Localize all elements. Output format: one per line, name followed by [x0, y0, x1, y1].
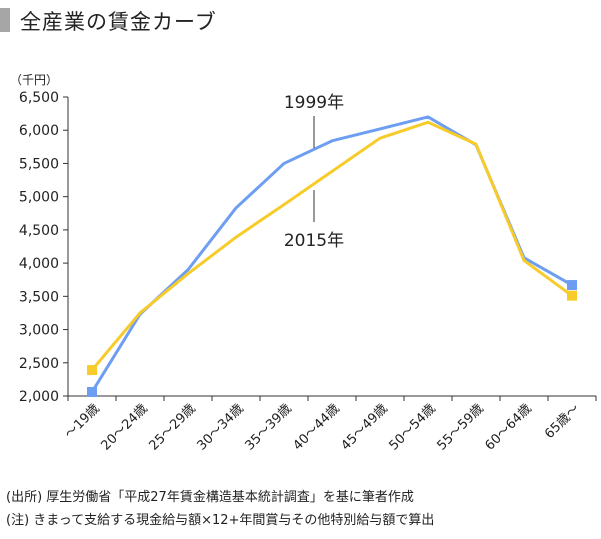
y-tick-label: 6,000 [19, 123, 59, 139]
x-tick-label: 50〜54歳 [386, 401, 438, 453]
source-note: (出所) 厚生労働省「平成27年賃金構造基本統計調査」を基に筆者作成 [6, 490, 414, 505]
chart-title: 全産業の賃金カーブ [20, 10, 217, 34]
series-line-0 [90, 115, 573, 393]
series-lines [87, 115, 577, 398]
series-0-endpoint-marker [567, 280, 577, 291]
y-tick-label: 4,500 [19, 223, 59, 239]
y-tick-label: 5,500 [19, 156, 59, 172]
series-label-1999: 1999年 [284, 93, 344, 113]
series-0-endpoint-marker [87, 387, 97, 398]
x-tick-label: 55〜59歳 [434, 401, 486, 453]
series-1-endpoint-marker [87, 365, 97, 376]
axes [67, 97, 596, 397]
x-axis-ticks: 〜19歳20〜24歳25〜29歳30〜34歳35〜39歳40〜44歳45〜49歳… [62, 396, 597, 454]
series-annotations: 1999年 2015年 [284, 93, 344, 251]
y-tick-label: 6,500 [19, 90, 59, 106]
x-tick-label: 〜19歳 [62, 401, 103, 442]
x-tick-label: 40〜44歳 [290, 401, 342, 453]
y-tick-label: 2,500 [19, 356, 59, 372]
y-tick-label: 3,000 [19, 323, 59, 339]
calculation-note: (注) きまって支給する現金給与額×12+年間賞与その他特別給与額で算出 [6, 513, 435, 528]
x-tick-label: 45〜49歳 [338, 401, 390, 453]
y-tick-label: 5,000 [19, 190, 59, 206]
y-tick-label: 3,500 [19, 289, 59, 305]
y-tick-label: 2,000 [19, 389, 59, 405]
series-1-endpoint-marker [567, 290, 577, 301]
y-axis-ticks: 2,000 2,500 3,000 3,500 4,000 4,500 5,000 5,500… [19, 90, 68, 405]
x-tick-label: 20〜24歳 [98, 401, 150, 453]
title-accent-bar [0, 8, 10, 32]
series-label-2015: 2015年 [284, 231, 344, 251]
y-tick-label: 4,000 [19, 256, 59, 272]
x-tick-label: 25〜29歳 [146, 401, 198, 453]
x-tick-label: 30〜34歳 [194, 401, 246, 453]
x-tick-label: 65歳〜 [542, 401, 583, 442]
series-line-1 [90, 120, 573, 372]
x-tick-label: 60〜64歳 [482, 401, 534, 453]
x-tick-label: 35〜39歳 [242, 401, 294, 453]
y-axis-unit: （千円） [10, 73, 58, 87]
